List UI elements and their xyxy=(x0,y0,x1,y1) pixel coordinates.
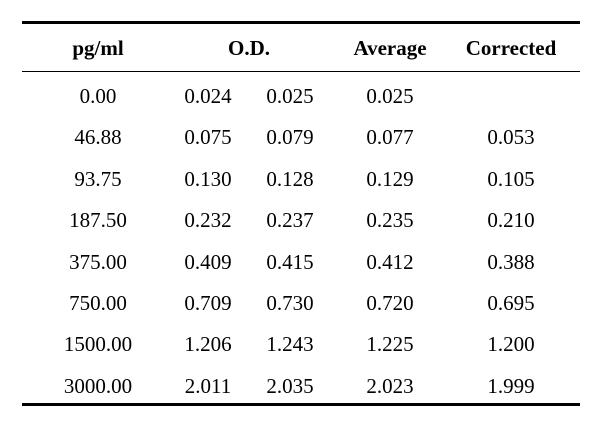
corrected-cell: 0.210 xyxy=(487,208,535,232)
concentration-cell: 46.88 xyxy=(74,125,122,149)
od-reading-1-cell: 0.130 xyxy=(184,167,232,191)
od-reading-2-cell: 0.237 xyxy=(266,208,314,232)
corrected-cell: 1.999 xyxy=(487,374,535,398)
od-reading-1-cell: 0.232 xyxy=(184,208,232,232)
header-concentration: pg/ml xyxy=(72,36,124,60)
average-cell: 0.235 xyxy=(366,208,414,232)
average-cell: 0.025 xyxy=(366,84,414,108)
corrected-cell: 0.388 xyxy=(487,250,535,274)
od-reading-1-cell: 0.409 xyxy=(184,250,232,274)
bottom-rule xyxy=(22,403,580,406)
average-cell: 0.077 xyxy=(366,125,414,149)
average-cell: 2.023 xyxy=(366,374,414,398)
corrected-cell: 0.695 xyxy=(487,291,535,315)
od-reading-2-cell: 0.730 xyxy=(266,291,314,315)
od-reading-1-cell: 0.024 xyxy=(184,84,232,108)
header-corrected: Corrected xyxy=(465,36,557,60)
concentration-cell: 187.50 xyxy=(69,208,127,232)
concentration-cell: 750.00 xyxy=(69,291,127,315)
concentration-cell: 375.00 xyxy=(69,250,127,274)
average-cell: 1.225 xyxy=(366,332,414,356)
average-cell: 0.129 xyxy=(366,167,414,191)
od-reading-2-cell: 0.128 xyxy=(266,167,314,191)
header-rule xyxy=(22,71,580,72)
average-cell: 0.720 xyxy=(366,291,414,315)
od-reading-1-cell: 0.075 xyxy=(184,125,232,149)
header-od: O.D. xyxy=(228,36,270,60)
concentration-cell: 0.00 xyxy=(79,84,117,108)
concentration-cell: 93.75 xyxy=(74,167,122,191)
od-reading-2-cell: 0.025 xyxy=(266,84,314,108)
corrected-cell: 0.053 xyxy=(487,125,535,149)
od-reading-1-cell: 0.709 xyxy=(184,291,232,315)
header-average: Average xyxy=(353,36,427,60)
od-reading-1-cell: 2.011 xyxy=(184,374,232,398)
od-reading-2-cell: 0.079 xyxy=(266,125,314,149)
average-cell: 0.412 xyxy=(366,250,414,274)
od-reading-2-cell: 1.243 xyxy=(266,332,314,356)
concentration-cell: 1500.00 xyxy=(63,332,133,356)
corrected-cell: 1.200 xyxy=(487,332,535,356)
concentration-cell: 3000.00 xyxy=(63,374,133,398)
od-reading-2-cell: 0.415 xyxy=(266,250,314,274)
top-rule xyxy=(22,21,580,24)
od-reading-2-cell: 2.035 xyxy=(266,374,314,398)
corrected-cell: 0.105 xyxy=(487,167,535,191)
od-reading-1-cell: 1.206 xyxy=(184,332,232,356)
